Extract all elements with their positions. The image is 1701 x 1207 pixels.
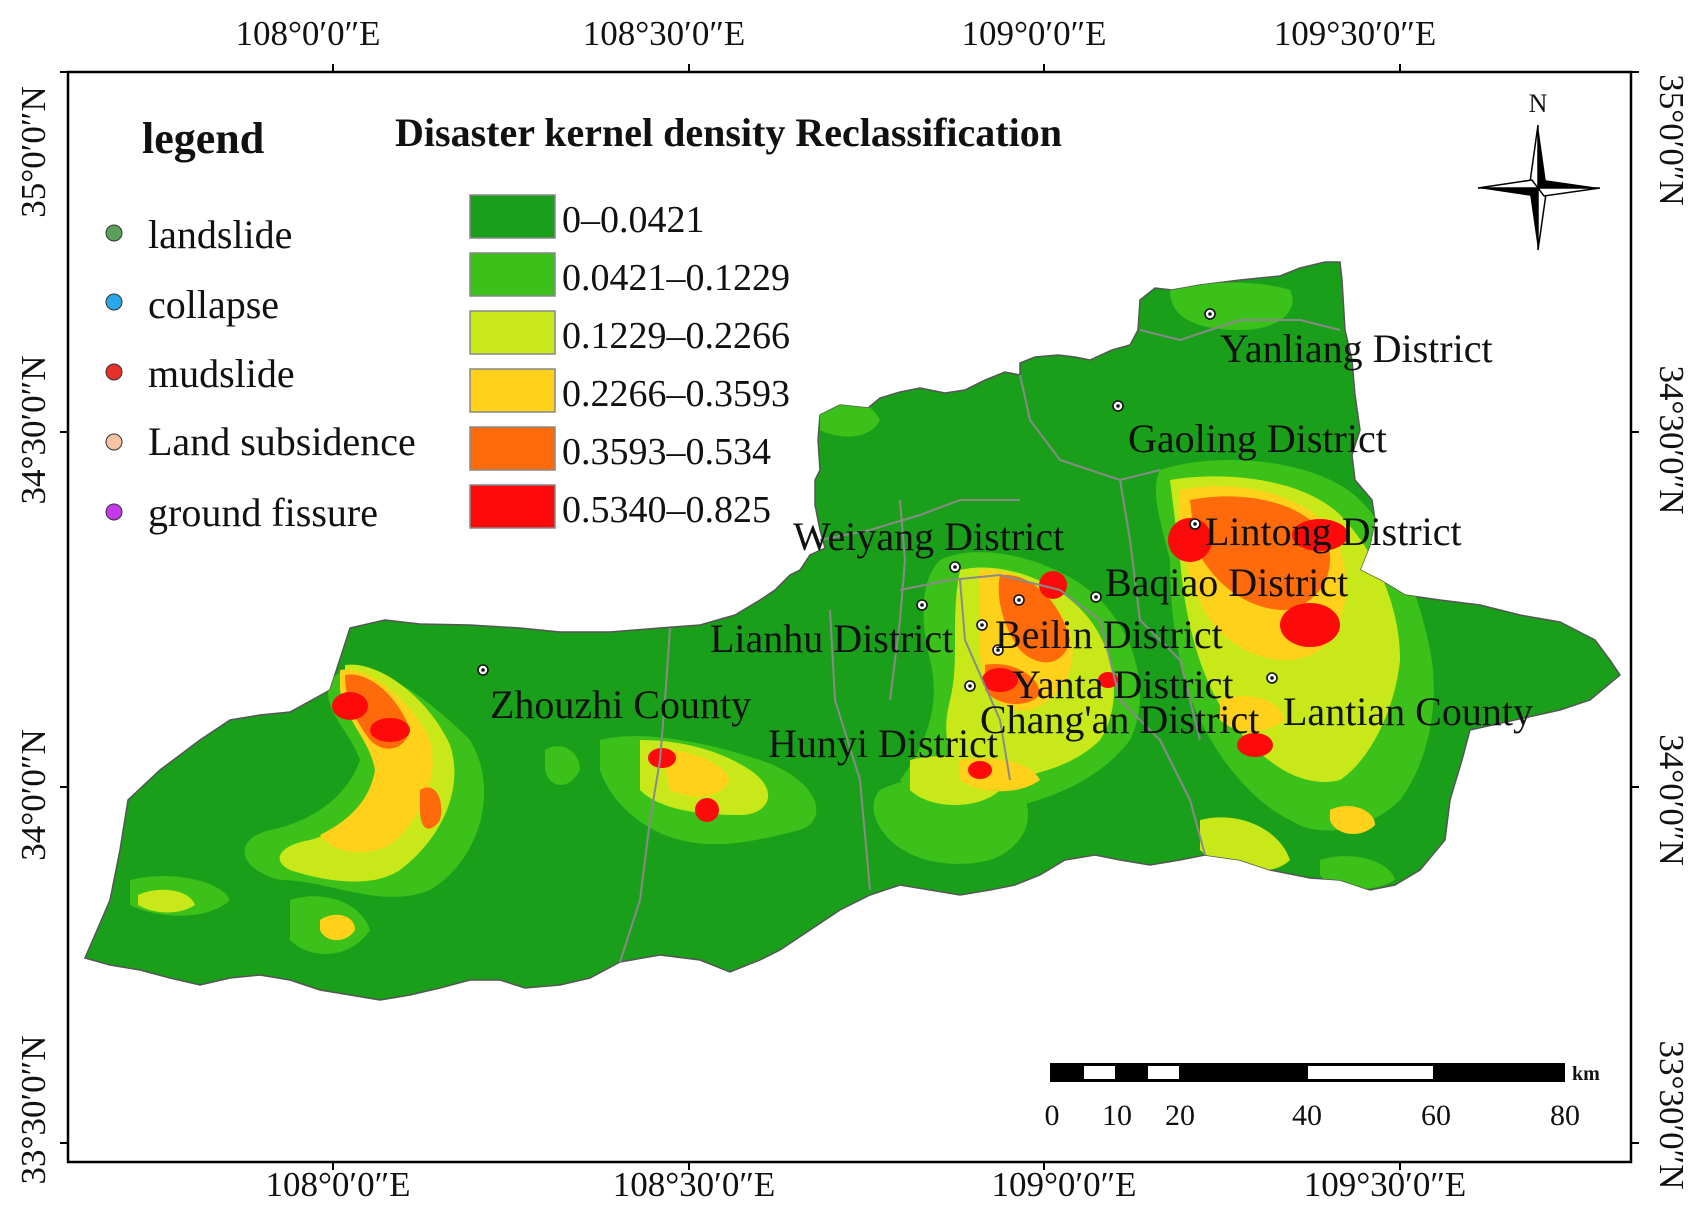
class-label: 0.2266–0.3593 bbox=[562, 373, 790, 415]
district-label-changan: Chang'an District bbox=[980, 697, 1259, 742]
land-subsidence-marker-icon bbox=[105, 433, 123, 451]
bottom-label: 108°30′0″E bbox=[613, 1165, 776, 1204]
mudslide-marker-icon bbox=[105, 363, 123, 381]
ground-fissure-marker-icon bbox=[105, 503, 123, 521]
legend-label: mudslide bbox=[148, 351, 295, 396]
legend-label: landslide bbox=[148, 212, 292, 257]
left-label: 33°30′0″N bbox=[14, 1035, 53, 1184]
district-label-yanta: Yanta District bbox=[1012, 662, 1233, 707]
scale-tick: 20 bbox=[1165, 1099, 1195, 1132]
density-class-2: 0.1229–0.2266 bbox=[469, 310, 790, 357]
class-swatch bbox=[469, 252, 556, 297]
scale-unit: km bbox=[1572, 1063, 1600, 1085]
right-label: 34°0′0″N bbox=[1652, 734, 1691, 866]
bottom-axis-labels: 108°0′0″E 108°30′0″E 109°0′0″E 109°30′0″… bbox=[265, 1165, 1466, 1204]
left-label: 35°0′0″N bbox=[14, 86, 53, 218]
collapse-marker-icon bbox=[105, 293, 123, 311]
legend-item-mudslide: mudslide bbox=[105, 351, 295, 396]
top-label: 109°30′0″E bbox=[1274, 14, 1437, 53]
district-label-weiyang: Weiyang District bbox=[793, 514, 1064, 559]
bottom-label: 109°30′0″E bbox=[1304, 1165, 1467, 1204]
legend-label: Land subsidence bbox=[148, 419, 416, 464]
class-label: 0.1229–0.2266 bbox=[562, 315, 790, 357]
top-label: 108°30′0″E bbox=[583, 14, 746, 53]
scale-tick: 40 bbox=[1292, 1099, 1322, 1132]
scale-tick: 10 bbox=[1102, 1099, 1132, 1132]
district-label-gaoling: Gaoling District bbox=[1128, 416, 1387, 461]
class-swatch bbox=[469, 484, 556, 529]
top-axis-labels: 108°0′0″E 108°30′0″E 109°0′0″E 109°30′0″… bbox=[235, 14, 1436, 53]
district-label-baqiao: Baqiao District bbox=[1105, 560, 1348, 605]
legend-item-land-subsidence: Land subsidence bbox=[105, 419, 416, 464]
district-labels: Yanliang District Gaoling District Linto… bbox=[490, 326, 1533, 766]
district-label-lantian: Lantian County bbox=[1283, 689, 1533, 734]
density-surface bbox=[130, 282, 1434, 954]
left-label: 34°0′0″N bbox=[14, 729, 53, 861]
legend-label: collapse bbox=[148, 282, 279, 327]
compass-rose-icon: N bbox=[1477, 89, 1601, 251]
density-class-3: 0.2266–0.3593 bbox=[469, 368, 790, 415]
left-label: 34°30′0″N bbox=[14, 355, 53, 504]
density-title: Disaster kernel density Reclassification bbox=[395, 110, 1062, 155]
class-label: 0–0.0421 bbox=[562, 199, 705, 241]
right-axis-labels: 35°0′0″N 34°30′0″N 34°0′0″N 33°30′0″N bbox=[1652, 74, 1691, 1189]
district-label-hunyi: Hunyi District bbox=[768, 721, 998, 766]
district-boundaries bbox=[619, 319, 1341, 963]
right-label: 34°30′0″N bbox=[1652, 365, 1691, 514]
top-label: 108°0′0″E bbox=[235, 14, 380, 53]
scale-tick: 0 bbox=[1045, 1099, 1060, 1132]
scale-bar: km 0 10 20 40 60 80 bbox=[1045, 1063, 1600, 1132]
class-swatch bbox=[469, 310, 556, 355]
class-swatch bbox=[469, 426, 556, 471]
legend-item-landslide: landslide bbox=[105, 212, 292, 257]
scale-tick: 60 bbox=[1421, 1099, 1451, 1132]
landslide-marker-icon bbox=[105, 224, 123, 242]
frame-ticks bbox=[60, 64, 1639, 1170]
district-label-yanliang: Yanliang District bbox=[1220, 326, 1493, 371]
legend-heading: legend bbox=[142, 114, 264, 163]
top-label: 109°0′0″E bbox=[961, 14, 1106, 53]
right-label: 33°30′0″N bbox=[1652, 1040, 1691, 1189]
left-axis-labels: 35°0′0″N 34°30′0″N 34°0′0″N 33°30′0″N bbox=[14, 86, 53, 1184]
scale-tick: 80 bbox=[1550, 1099, 1580, 1132]
legend-label: ground fissure bbox=[148, 490, 378, 535]
district-label-beilin: Beilin District bbox=[995, 612, 1223, 657]
district-label-zhouzhi: Zhouzhi County bbox=[490, 682, 751, 727]
study-region bbox=[83, 261, 1621, 1001]
legend-item-collapse: collapse bbox=[105, 282, 279, 327]
density-class-1: 0.0421–0.1229 bbox=[469, 252, 790, 299]
right-label: 35°0′0″N bbox=[1652, 74, 1691, 206]
bottom-label: 109°0′0″E bbox=[991, 1165, 1136, 1204]
district-label-lintong: Lintong District bbox=[1205, 509, 1462, 554]
class-swatch bbox=[469, 194, 556, 239]
north-label: N bbox=[1529, 89, 1548, 118]
district-label-lianhu: Lianhu District bbox=[710, 616, 953, 661]
density-class-5: 0.5340–0.825 bbox=[469, 484, 771, 531]
class-label: 0.3593–0.534 bbox=[562, 431, 771, 473]
class-label: 0.5340–0.825 bbox=[562, 489, 771, 531]
density-class-0: 0–0.0421 bbox=[469, 194, 705, 241]
class-label: 0.0421–0.1229 bbox=[562, 257, 790, 299]
legend-item-ground-fissure: ground fissure bbox=[105, 490, 378, 535]
bottom-label: 108°0′0″E bbox=[265, 1165, 410, 1204]
density-class-4: 0.3593–0.534 bbox=[469, 426, 771, 473]
class-swatch bbox=[469, 368, 556, 413]
legend: legend landslide collapse mudslide Land … bbox=[105, 110, 1062, 535]
